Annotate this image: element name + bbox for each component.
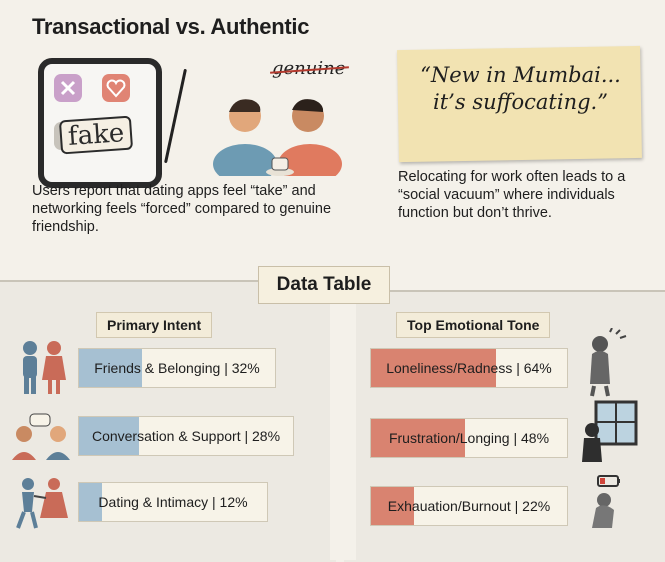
exhausted-person-icon — [592, 475, 620, 528]
phone-illustration — [38, 58, 162, 188]
bar-exhaustion: Exhauation/Burnout | 22% — [370, 486, 568, 526]
conversation-icon — [12, 413, 70, 460]
bar-label: Conversation & Support | 28% — [91, 428, 281, 444]
fake-stamp: fake — [58, 115, 134, 155]
bar-fill — [79, 483, 102, 521]
bar-fill — [371, 487, 415, 525]
genuine-annotation: genuine — [272, 58, 346, 79]
paper-tear — [330, 282, 356, 560]
bar-dating-intimacy: Dating & Intimacy | 12% — [78, 482, 268, 522]
bar-label: Loneliness/Radness | 64% — [386, 360, 552, 376]
bar-label: Dating & Intimacy | 12% — [98, 494, 248, 510]
sad-person-icon — [590, 328, 627, 397]
person-at-window-icon — [582, 400, 638, 462]
quote-text: “New in Mumbai... it’s suffocating.” — [420, 63, 621, 115]
left-caption: Users report that dating apps feel “take… — [32, 183, 332, 236]
bar-loneliness: Loneliness/Radness | 64% — [370, 348, 568, 388]
page-title: Transactional vs. Authentic — [32, 14, 310, 39]
bar-frustration: Frustration/Longing | 48% — [370, 418, 568, 458]
x-app-icon — [54, 74, 82, 102]
bar-label: Friends & Belonging | 32% — [94, 360, 260, 376]
emotional-tone-heading: Top Emotional Tone — [396, 312, 551, 338]
dancing-couple-icon — [16, 478, 68, 529]
table-title: Data Table — [258, 266, 390, 304]
bar-fill — [79, 417, 139, 455]
bar-friends-belonging: Friends & Belonging | 32% — [78, 348, 276, 388]
bar-fill — [371, 419, 466, 457]
bar-fill — [79, 349, 142, 387]
right-caption: Relocating for work often leads to a “so… — [398, 169, 626, 222]
divider-slash — [164, 68, 187, 164]
couple-icon — [23, 341, 66, 394]
bar-conversation-support: Conversation & Support | 28% — [78, 416, 294, 456]
bar-fill — [371, 349, 497, 387]
people-coffee-illustration — [213, 99, 342, 176]
heart-app-icon — [102, 74, 130, 102]
bar-label: Frustration/Longing | 48% — [388, 430, 550, 446]
primary-intent-heading: Primary Intent — [96, 312, 213, 338]
bar-label: Exhauation/Burnout | 22% — [387, 498, 551, 514]
